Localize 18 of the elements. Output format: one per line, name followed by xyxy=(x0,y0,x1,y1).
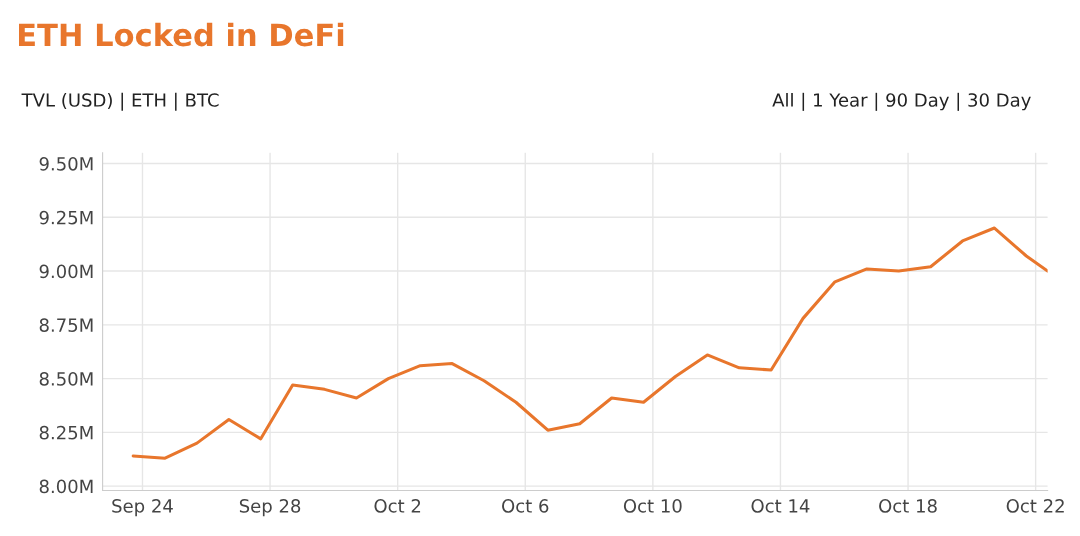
y-tick-label: 9.00M xyxy=(39,264,93,279)
x-tick-label: Oct 14 xyxy=(751,499,810,513)
x-tick-label: Oct 10 xyxy=(623,499,682,513)
x-tick-label: Sep 24 xyxy=(112,499,173,517)
x-tick-label: Oct 2 xyxy=(374,499,421,513)
y-tick-label: 8.75M xyxy=(39,318,93,332)
y-tick-label: 9.25M xyxy=(39,210,93,225)
y-tick-label: 8.25M xyxy=(39,425,93,440)
y-tick-label: 8.00M xyxy=(39,479,93,494)
x-tick-label: Oct 6 xyxy=(502,499,549,513)
text: TVL (USD) | ETH | BTC xyxy=(21,92,219,111)
x-tick-label: Oct 18 xyxy=(879,499,937,513)
y-tick-label: 8.50M xyxy=(39,372,93,386)
y-tick-label: 9.50M xyxy=(39,156,93,171)
chart-title: ETH Locked in DeFi xyxy=(19,22,344,47)
x-tick-label: Oct 22 xyxy=(1006,499,1064,513)
text: All | 1 Year | 90 Day | 30 Day xyxy=(772,92,1031,111)
x-tick-label: Sep 28 xyxy=(239,499,301,517)
